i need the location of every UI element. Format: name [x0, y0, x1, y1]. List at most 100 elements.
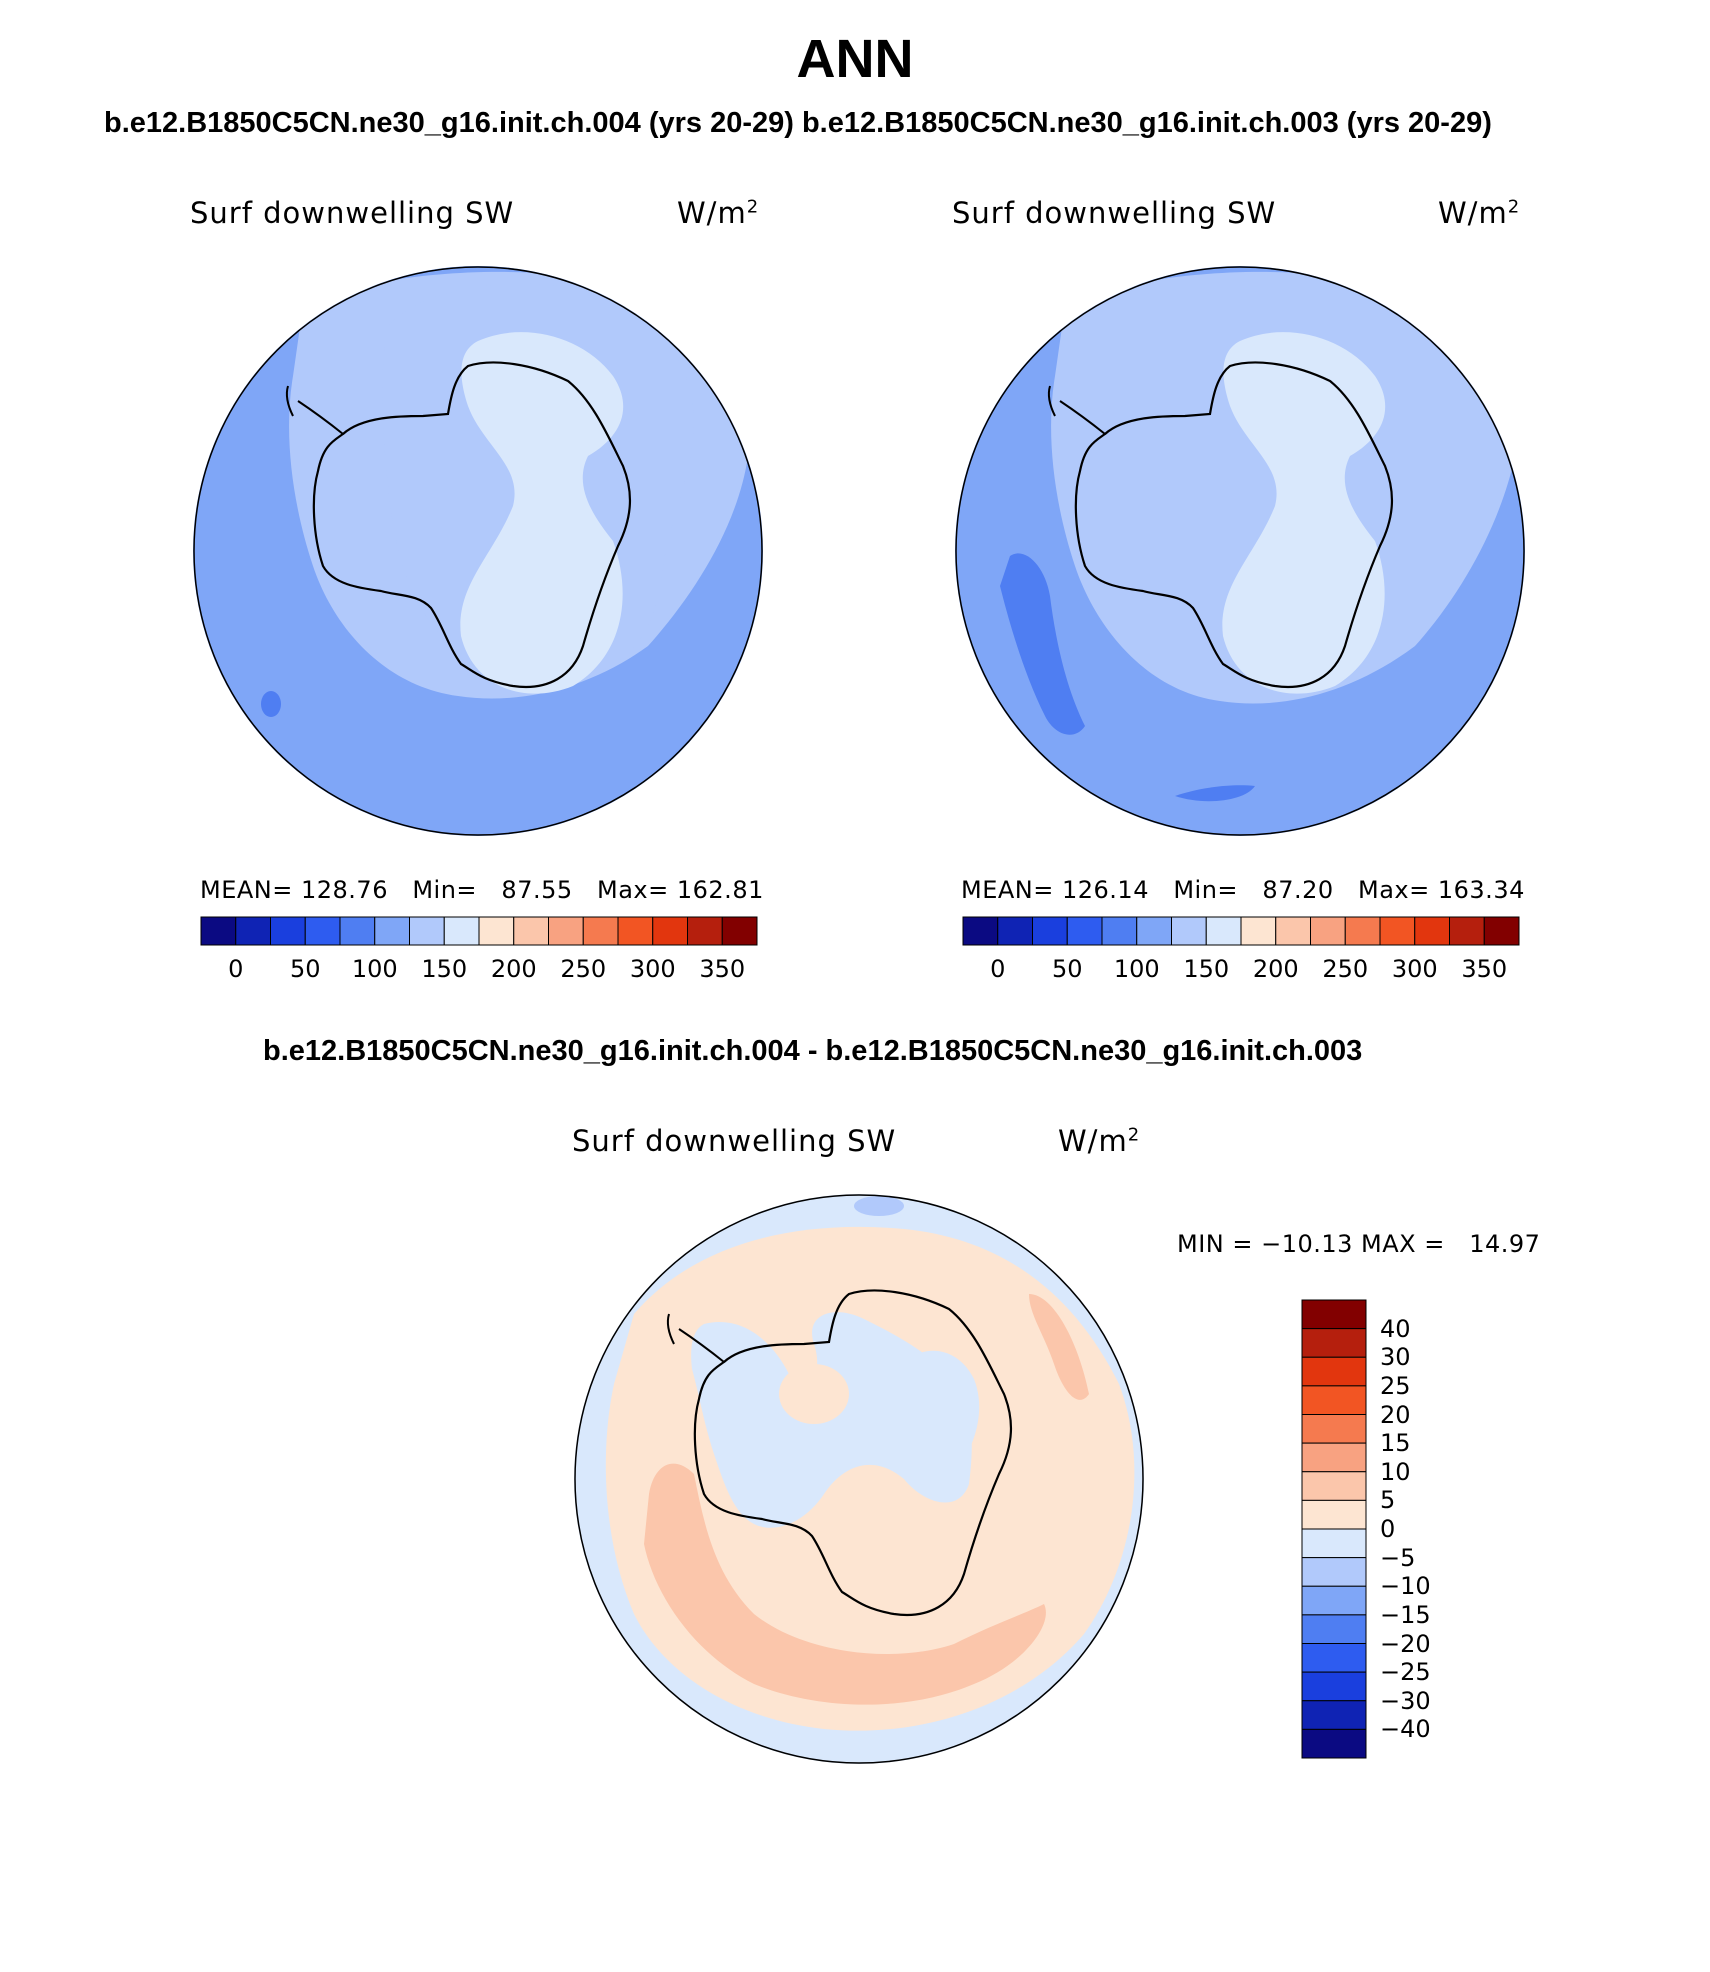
panel1-map-border	[193, 266, 763, 836]
figure-title: ANN	[796, 29, 914, 89]
diff-colorbar-tick-label: 5	[1380, 1486, 1396, 1515]
panel3-antarctica-coastline	[693, 1289, 1012, 1617]
diff-colorbar-swatch	[1301, 1299, 1367, 1330]
panel1-antarctica-coastline	[312, 361, 631, 689]
panel2-colorbar-tick-label: 50	[1051, 955, 1083, 983]
panel1-colorbar-swatch	[652, 916, 688, 946]
panel2-colorbar-swatch	[1136, 916, 1172, 946]
panel2-colorbar-swatch	[1310, 916, 1346, 946]
panel3-map-border	[574, 1194, 1144, 1764]
panel1-colorbar-swatch	[270, 916, 306, 946]
panel3-neg-mid-patch	[854, 1196, 904, 1216]
panel3-peninsula-coastline	[666, 1313, 725, 1363]
panel2-colorbar-tick-label: 350	[1461, 955, 1508, 983]
diff-colorbar-tick-label: 15	[1380, 1429, 1411, 1458]
diff-colorbar-swatch	[1301, 1328, 1367, 1358]
diff-colorbar-swatch	[1301, 1585, 1367, 1616]
panel2-colorbar-swatch	[962, 916, 999, 946]
panel2-colorbar-tick-label: 100	[1113, 955, 1160, 983]
diff-colorbar-tick-label: 20	[1380, 1400, 1411, 1429]
panel2-colorbar-swatch	[1205, 916, 1242, 946]
panel3-variable-label: Surf downwelling SW	[572, 1124, 897, 1158]
panel1-land-light	[460, 332, 624, 694]
panel1-stats: MEAN= 128.76 Min= 87.55 Max= 162.81	[200, 876, 764, 904]
panel1-colorbar-tick-label: 250	[560, 955, 607, 983]
panel2-colorbar-swatch	[1171, 916, 1207, 946]
panel2-low-patch-3	[959, 402, 975, 430]
panel2-colorbar-swatch	[1101, 916, 1138, 946]
panel1-variable-label: Surf downwelling SW	[190, 196, 515, 230]
panel1-low-patch-2	[261, 691, 281, 717]
panel2-stats: MEAN= 126.14 Min= 87.20 Max= 163.34	[961, 876, 1525, 904]
diff-colorbar-swatch	[1301, 1356, 1367, 1387]
panel2-colorbar-tick-label: 300	[1391, 955, 1438, 983]
panel1-colorbar-swatch	[235, 916, 271, 946]
panel2-variable-label: Surf downwelling SW	[952, 196, 1277, 230]
panel2-units-label: W/m2	[1438, 196, 1521, 230]
panel2-colorbar-swatch	[1483, 916, 1520, 946]
panel3-units-label: W/m2	[1058, 1124, 1141, 1158]
diff-colorbar-tick-label: −40	[1380, 1715, 1431, 1744]
diff-colorbar-tick-label: 0	[1380, 1515, 1396, 1543]
panel2-colorbar-swatch	[1066, 916, 1103, 946]
diff-colorbar-tick-label: −10	[1380, 1572, 1431, 1601]
panel1-colorbar-swatch	[582, 916, 619, 946]
panel1-colorbar	[200, 916, 758, 946]
diff-colorbar-tick-label: −15	[1380, 1600, 1431, 1629]
panel2-colorbar-labels: 0 50 100 150 200 250 300 350	[963, 955, 1519, 985]
panel1-colorbar-swatch	[374, 916, 410, 946]
panel1-low-patch	[200, 402, 216, 430]
panel2-land-light	[1222, 332, 1386, 694]
panel1-colorbar-swatch	[339, 916, 376, 946]
diff-colorbar-swatch	[1301, 1471, 1367, 1501]
diff-colorbar-swatch	[1301, 1643, 1367, 1673]
panel2-colorbar-swatch	[1449, 916, 1485, 946]
panel1-colorbar-tick-label: 50	[289, 955, 321, 983]
diff-colorbar-swatch	[1301, 1385, 1367, 1415]
panel3-stats: MIN = −10.13 MAX = 14.97	[1177, 1230, 1541, 1258]
panel1-colorbar-tick-label: 150	[421, 955, 468, 983]
diff-colorbar-swatch	[1301, 1442, 1367, 1473]
panel2-low-patch	[1000, 553, 1085, 735]
diff-colorbar-swatch	[1301, 1700, 1367, 1730]
diff-colorbar-swatch	[1301, 1557, 1367, 1587]
panel2-colorbar-swatch	[1240, 916, 1277, 946]
diff-colorbar-tick-label: 25	[1380, 1371, 1411, 1400]
panel2-colorbar-tick-label: 250	[1322, 955, 1369, 983]
panel3-neg-center-2	[904, 1350, 980, 1463]
panel3-pos-mid-east	[1029, 1294, 1089, 1400]
diff-colorbar-tick-label: 10	[1380, 1457, 1411, 1486]
panel1-map	[193, 266, 763, 836]
panel1-peninsula-coastline	[285, 385, 344, 435]
panel2-colorbar-swatch	[997, 916, 1033, 946]
panel1-colorbar-tick-label: 300	[629, 955, 676, 983]
diff-colorbar-swatch	[1301, 1728, 1367, 1759]
panel1-colorbar-tick-label: 350	[699, 955, 746, 983]
panel1-colorbar-swatch	[548, 916, 584, 946]
panel1-colorbar-swatch	[304, 916, 341, 946]
panel1-colorbar-swatch	[478, 916, 515, 946]
panel1-colorbar-tick-label: 200	[490, 955, 537, 983]
panel2-colorbar-tick-label: 150	[1183, 955, 1230, 983]
panel1-colorbar-swatch	[200, 916, 237, 946]
diff-colorbar-tick-label: 40	[1380, 1314, 1411, 1343]
panel2-antarctica-coastline	[1074, 361, 1393, 689]
panel1-units-label: W/m2	[677, 196, 760, 230]
panel1-colorbar-swatch	[513, 916, 549, 946]
diff-title: b.e12.B1850C5CN.ne30_g16.init.ch.004 - b…	[263, 1035, 1363, 1067]
diff-colorbar-swatch	[1301, 1414, 1367, 1444]
panel2-map	[955, 266, 1525, 836]
panel2-colorbar-swatch	[1344, 916, 1381, 946]
panel1-colorbar-swatch	[687, 916, 723, 946]
diff-colorbar-tick-label: −30	[1380, 1686, 1431, 1715]
diff-colorbar-tick-label: −20	[1380, 1629, 1431, 1658]
panel2-colorbar-tick-label: 200	[1252, 955, 1299, 983]
diff-colorbar-tick-label: −5	[1380, 1543, 1416, 1572]
diff-colorbar-tick-label: −25	[1380, 1658, 1431, 1687]
panel3-diff-map	[574, 1194, 1144, 1764]
panel2-colorbar-swatch	[1275, 916, 1311, 946]
panel3-pos-interior	[779, 1364, 849, 1424]
diff-colorbar-swatch	[1301, 1614, 1367, 1644]
diff-colorbar-tick-label: 30	[1380, 1343, 1411, 1372]
diff-colorbar-labels: 40 30 25 20 15 10 5 0 −5 −10 −15 −20 −25 −30 −40	[1380, 1300, 1480, 1760]
